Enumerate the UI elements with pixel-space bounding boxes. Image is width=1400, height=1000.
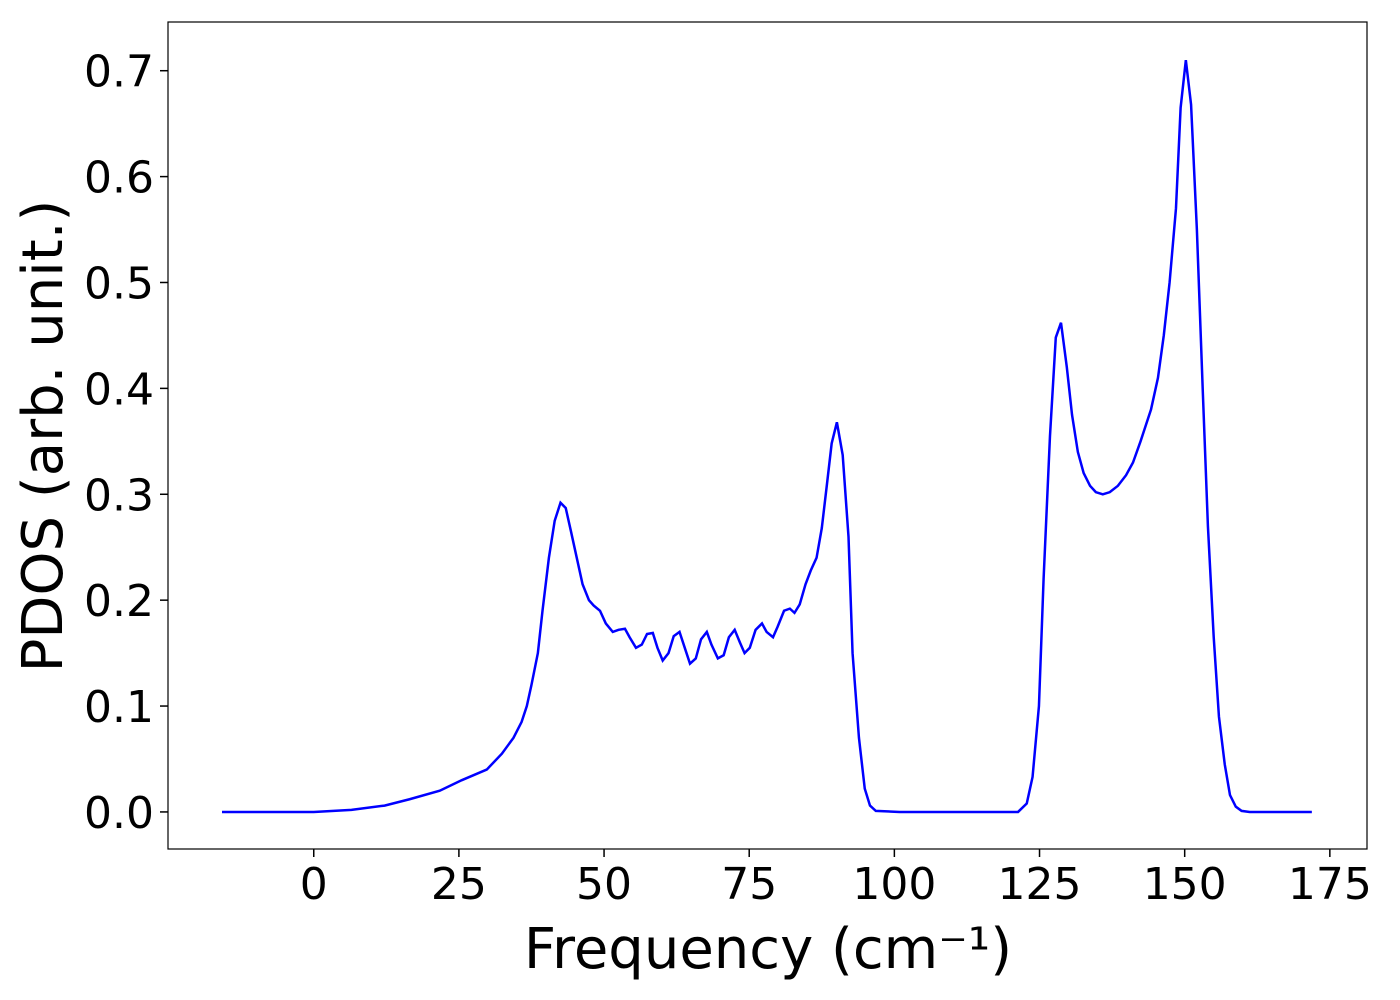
x-tick-label: 175 (1288, 859, 1372, 910)
y-tick-label: 0.6 (84, 153, 154, 204)
x-tick-label: 150 (1143, 859, 1227, 910)
data-line (221, 59, 1312, 814)
y-tick-label: 0.7 (84, 47, 154, 98)
plot-frame (167, 21, 1368, 850)
x-axis-label: Frequency (cm⁻¹) (524, 917, 1012, 982)
y-tick-label: 0.5 (84, 258, 154, 309)
y-tick-label: 0.1 (84, 682, 154, 733)
x-tick-label: 25 (431, 859, 487, 910)
y-axis-label: PDOS (arb. unit.) (11, 200, 76, 673)
y-tick-label: 0.4 (84, 364, 154, 415)
x-tick-label: 0 (300, 859, 328, 910)
y-tick-label: 0.0 (84, 788, 154, 839)
x-tick-label: 100 (852, 859, 936, 910)
x-tick-label: 75 (721, 859, 777, 910)
x-tick-label: 125 (998, 859, 1082, 910)
y-tick-label: 0.3 (84, 470, 154, 521)
y-tick-label: 0.2 (84, 576, 154, 627)
x-tick-label: 50 (576, 859, 632, 910)
